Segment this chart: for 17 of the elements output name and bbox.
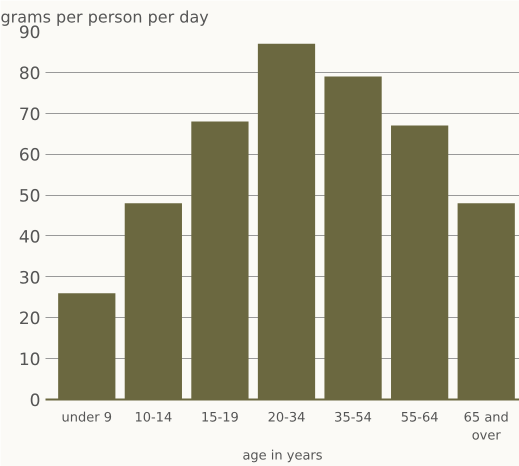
x-tick-label: under 9 bbox=[62, 410, 112, 426]
y-tick-label: 30 bbox=[18, 268, 41, 288]
x-axis-title: age in years bbox=[242, 448, 323, 464]
y-tick-label: 0 bbox=[30, 391, 41, 411]
x-tick-label: 15-19 bbox=[201, 410, 239, 426]
x-tick-label: 10-14 bbox=[134, 410, 172, 426]
y-tick-label: 80 bbox=[18, 64, 41, 84]
x-tick-label: 65 and over bbox=[464, 410, 509, 444]
y-tick-label: 10 bbox=[18, 350, 41, 370]
y-tick-label: 60 bbox=[18, 146, 41, 166]
y-tick-label: 70 bbox=[18, 104, 41, 125]
y-tick-label: 40 bbox=[18, 227, 41, 248]
x-tick-label: 35-54 bbox=[334, 410, 372, 426]
y-tick-label: 50 bbox=[18, 186, 41, 207]
x-tick-label: 20-34 bbox=[268, 410, 306, 426]
y-tick-label: 20 bbox=[18, 309, 41, 330]
x-tick-label: 55-64 bbox=[400, 410, 439, 426]
